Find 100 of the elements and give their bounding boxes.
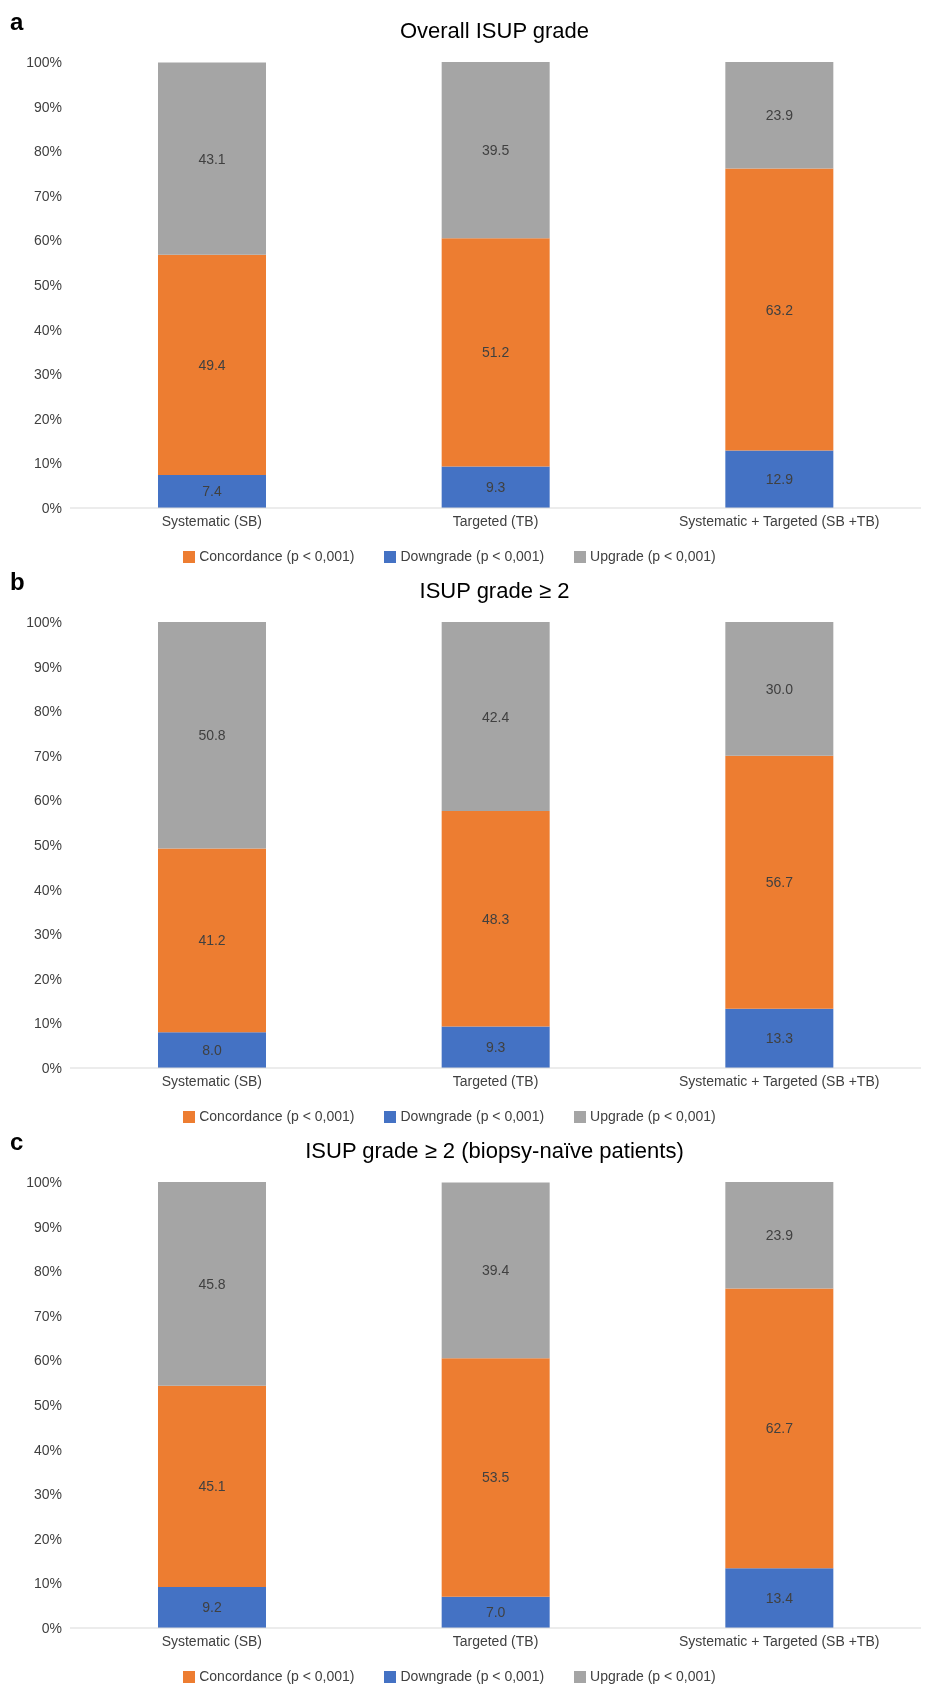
legend-label: Downgrade (p < 0,001)	[400, 1108, 545, 1124]
bar	[441, 1596, 550, 1628]
y-tick-label: 50%	[33, 276, 62, 293]
y-tick-label: 40%	[33, 321, 62, 338]
y-tick-label: 90%	[33, 98, 62, 115]
bar	[158, 62, 266, 255]
data-label: 49.4	[198, 356, 226, 373]
legend-label: Concordance (p < 0,001)	[199, 1668, 355, 1684]
data-label: 13.3	[765, 1030, 794, 1047]
x-tick-label: Systematic (SB)	[161, 1072, 263, 1089]
y-tick-label: 70%	[33, 187, 62, 204]
y-tick-label: 100%	[26, 1173, 62, 1190]
y-tick-label: 70%	[33, 747, 62, 764]
bar	[158, 254, 266, 475]
x-tick-label: Targeted (TB)	[452, 512, 539, 529]
data-label: 9.2	[202, 1599, 222, 1616]
data-label: 8.0	[202, 1042, 222, 1059]
bar	[441, 622, 550, 812]
y-tick-label: 40%	[33, 1441, 62, 1458]
chart-title: ISUP grade ≥ 2	[418, 577, 571, 605]
legend-label: Downgrade (p < 0,001)	[400, 548, 545, 564]
y-tick-label: 80%	[33, 143, 62, 160]
chart-title: ISUP grade ≥ 2 (biopsy-naïve patients)	[304, 1137, 685, 1165]
data-label: 7.4	[202, 483, 222, 500]
bar	[441, 1182, 550, 1359]
legend-label: Upgrade (p < 0,001)	[590, 1108, 716, 1124]
y-tick-label: 90%	[33, 1218, 62, 1235]
data-label: 53.5	[482, 1469, 510, 1486]
text: b	[10, 568, 25, 596]
legend-label: Concordance (p < 0,001)	[199, 548, 355, 564]
text: a	[10, 8, 24, 36]
y-tick-label: 20%	[33, 970, 62, 987]
data-label: 45.8	[198, 1275, 226, 1292]
x-tick-label: Systematic (SB)	[161, 512, 263, 529]
y-tick-label: 100%	[26, 53, 62, 70]
y-tick-label: 0%	[41, 1619, 62, 1636]
data-label: 39.4	[482, 1262, 510, 1279]
data-label: 42.4	[482, 708, 510, 725]
x-tick-label: Systematic + Targeted (SB +TB)	[678, 1632, 880, 1649]
bar	[441, 811, 550, 1027]
y-tick-label: 10%	[33, 455, 62, 472]
data-label: 48.3	[482, 910, 510, 927]
x-tick-label: Systematic + Targeted (SB +TB)	[678, 1072, 880, 1089]
data-label: 30.0	[765, 680, 794, 697]
y-tick-label: 80%	[33, 1263, 62, 1280]
bar	[441, 62, 550, 239]
y-tick-label: 60%	[33, 792, 62, 809]
bar	[158, 1385, 266, 1587]
data-label: 63.2	[765, 301, 794, 318]
data-label: 12.9	[765, 471, 794, 488]
x-tick-label: Systematic + Targeted (SB +TB)	[678, 512, 880, 529]
y-tick-label: 30%	[33, 926, 62, 943]
data-label: 50.8	[198, 727, 226, 744]
data-label: 43.1	[198, 150, 226, 167]
bar	[725, 62, 834, 169]
y-tick-label: 0%	[41, 1059, 62, 1076]
bar	[158, 1586, 266, 1628]
data-label: 13.4	[765, 1590, 794, 1607]
bar	[158, 1032, 266, 1068]
bar	[725, 1182, 834, 1289]
y-tick-label: 60%	[33, 232, 62, 249]
data-label: 45.1	[198, 1478, 226, 1495]
bar	[441, 238, 550, 467]
chart-title: Overall ISUP grade	[398, 17, 591, 45]
bar	[725, 450, 834, 508]
x-tick-label: Targeted (TB)	[452, 1072, 539, 1089]
y-tick-label: 100%	[26, 613, 62, 630]
y-tick-label: 50%	[33, 836, 62, 853]
data-label: 62.7	[765, 1420, 794, 1437]
legend-label: Upgrade (p < 0,001)	[590, 548, 716, 564]
data-label: 41.2	[198, 932, 226, 949]
legend-label: Upgrade (p < 0,001)	[590, 1668, 716, 1684]
y-tick-label: 20%	[33, 1530, 62, 1547]
legend-label: Downgrade (p < 0,001)	[400, 1668, 545, 1684]
y-tick-label: 80%	[33, 703, 62, 720]
bar	[441, 466, 550, 508]
bar	[158, 622, 266, 849]
legend-label: Concordance (p < 0,001)	[199, 1108, 355, 1124]
bar	[725, 1568, 834, 1628]
bar	[725, 168, 834, 451]
y-tick-label: 40%	[33, 881, 62, 898]
x-tick-label: Targeted (TB)	[452, 1632, 539, 1649]
data-label: 7.0	[485, 1604, 506, 1621]
bar	[725, 622, 834, 756]
data-label: 23.9	[765, 107, 794, 124]
y-tick-label: 50%	[33, 1396, 62, 1413]
bar	[441, 1358, 550, 1597]
y-tick-label: 60%	[33, 1352, 62, 1369]
bar	[725, 1288, 834, 1569]
bar	[158, 475, 266, 508]
data-label: 9.3	[485, 479, 506, 496]
y-tick-label: 70%	[33, 1307, 62, 1324]
data-label: 9.3	[485, 1039, 506, 1056]
y-tick-label: 0%	[41, 499, 62, 516]
y-tick-label: 20%	[33, 410, 62, 427]
bar	[441, 1026, 550, 1068]
bar	[725, 755, 834, 1009]
bar	[158, 1182, 266, 1386]
y-tick-label: 10%	[33, 1575, 62, 1592]
bar	[725, 1008, 834, 1068]
